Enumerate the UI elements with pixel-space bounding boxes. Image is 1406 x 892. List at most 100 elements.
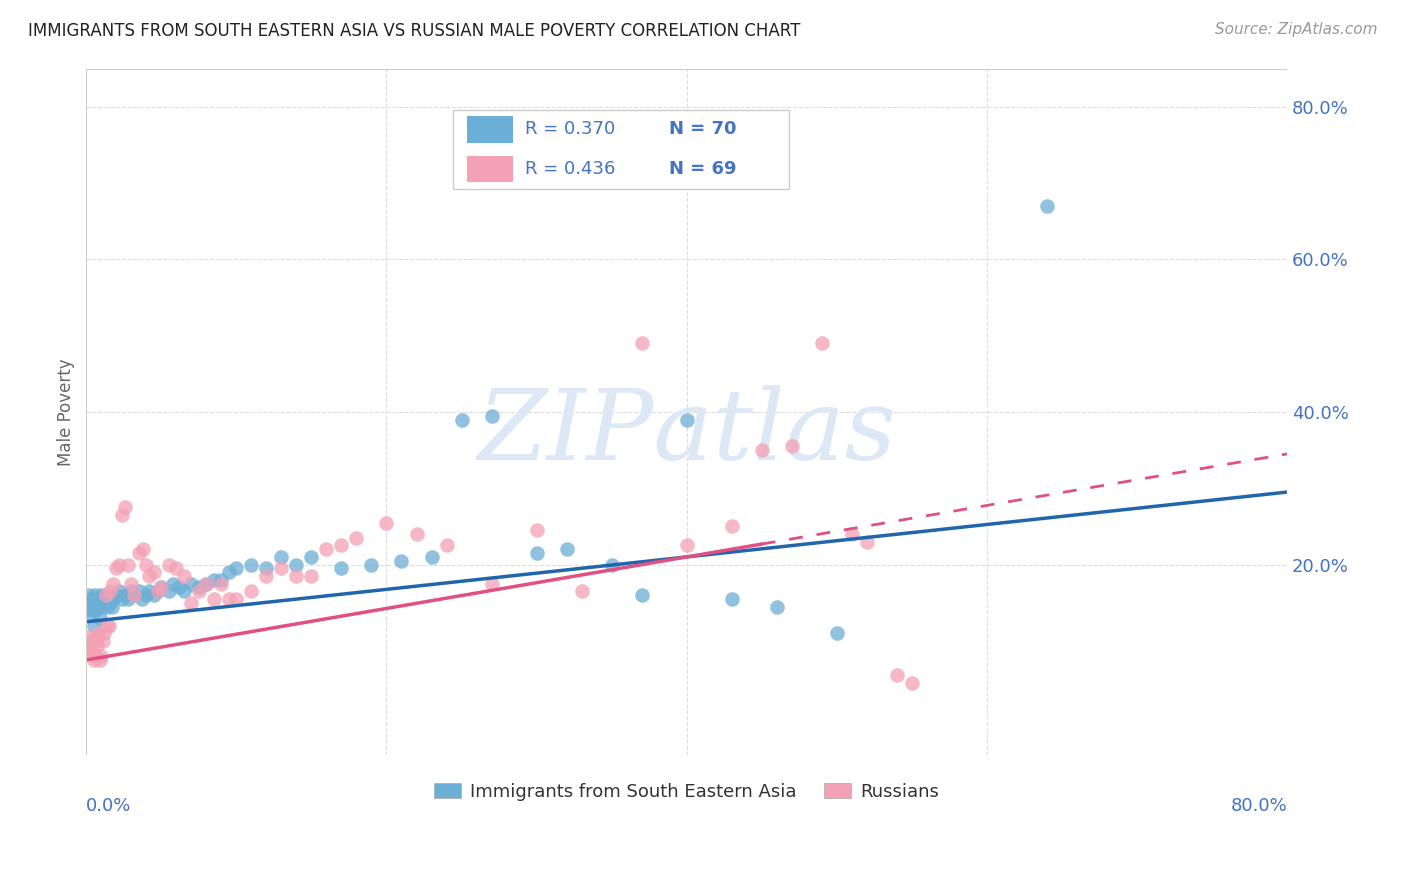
Point (780, 439, 803, 453)
Point (79, 588, 101, 602)
Point (108, 558, 131, 572)
Point (79, 599, 101, 614)
Text: 80.0%: 80.0% (1230, 797, 1286, 814)
Point (765, 599, 787, 614)
Point (89, 611, 111, 625)
Point (150, 581, 173, 595)
Point (218, 565, 240, 579)
Point (80, 591, 103, 606)
Point (675, 412, 697, 426)
Y-axis label: Male Poverty: Male Poverty (58, 358, 75, 466)
Point (87, 591, 110, 606)
Point (97, 591, 120, 606)
Point (76, 596, 98, 610)
Point (240, 558, 263, 572)
Point (165, 561, 187, 575)
Point (111, 508, 134, 522)
Point (80, 641, 103, 656)
Point (315, 542, 337, 557)
Point (76, 630, 98, 644)
Text: R = 0.370: R = 0.370 (524, 120, 614, 138)
Point (120, 584, 142, 599)
Point (810, 336, 832, 351)
Point (301, 569, 323, 583)
Point (132, 542, 155, 557)
Legend: Immigrants from South Eastern Asia, Russians: Immigrants from South Eastern Asia, Russ… (427, 776, 946, 808)
Point (675, 539, 697, 553)
Point (157, 584, 180, 599)
Point (82, 607, 104, 622)
Point (751, 443, 773, 458)
Point (285, 569, 308, 583)
Point (630, 336, 652, 351)
Point (218, 591, 240, 606)
Point (94, 588, 117, 602)
Text: IMMIGRANTS FROM SOUTH EASTERN ASIA VS RUSSIAN MALE POVERTY CORRELATION CHART: IMMIGRANTS FROM SOUTH EASTERN ASIA VS RU… (28, 22, 800, 40)
Point (240, 584, 263, 599)
Point (96, 599, 118, 614)
Point (270, 549, 292, 564)
Point (83, 633, 105, 648)
Point (138, 584, 160, 599)
Point (82, 596, 104, 610)
Point (90, 599, 112, 614)
Text: 0.0%: 0.0% (86, 797, 132, 814)
Text: N = 70: N = 70 (669, 120, 737, 138)
Point (150, 581, 173, 595)
Point (180, 576, 202, 591)
Point (84, 588, 107, 602)
Point (105, 588, 128, 602)
Point (96, 618, 118, 632)
Point (98, 584, 121, 599)
Point (1036, 199, 1059, 213)
Point (86, 596, 108, 610)
Point (555, 542, 578, 557)
Point (117, 591, 139, 606)
Point (720, 519, 742, 533)
Point (91, 633, 114, 648)
Point (157, 558, 180, 572)
Point (128, 584, 150, 599)
Point (148, 584, 170, 599)
Point (195, 576, 218, 591)
Point (117, 558, 139, 572)
Point (131, 591, 153, 606)
FancyBboxPatch shape (467, 156, 513, 182)
Point (124, 588, 146, 602)
Point (79, 633, 101, 648)
Point (600, 558, 623, 572)
Point (254, 569, 277, 583)
Point (162, 576, 184, 591)
Point (886, 668, 908, 682)
Point (481, 576, 503, 591)
Point (135, 558, 157, 572)
Point (114, 500, 136, 515)
Point (84, 603, 107, 617)
Point (114, 588, 136, 602)
Point (571, 584, 593, 599)
Point (148, 584, 170, 599)
Point (83, 618, 105, 632)
Point (108, 584, 131, 599)
Point (436, 539, 458, 553)
Point (86, 630, 108, 644)
Point (84, 649, 107, 664)
Point (391, 554, 413, 568)
Point (285, 558, 308, 572)
Point (120, 576, 142, 591)
Point (187, 581, 209, 595)
Point (80, 603, 103, 617)
Point (87, 626, 110, 640)
Point (225, 561, 247, 575)
Point (173, 584, 195, 599)
Point (135, 588, 157, 602)
Point (90, 588, 112, 602)
Point (94, 588, 117, 602)
Point (93, 596, 115, 610)
Text: R = 0.436: R = 0.436 (524, 160, 614, 178)
Point (82, 645, 104, 659)
Point (209, 576, 232, 591)
Text: N = 69: N = 69 (669, 160, 737, 178)
Point (142, 588, 165, 602)
Point (142, 565, 165, 579)
